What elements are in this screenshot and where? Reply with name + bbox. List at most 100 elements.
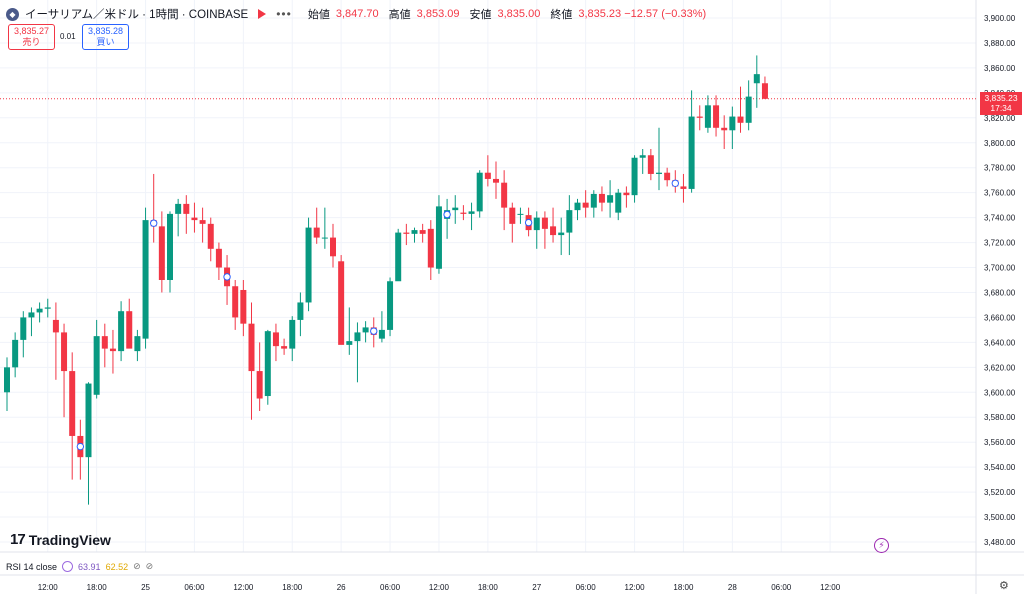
candle-body [656, 172, 662, 174]
chart-event-marker [671, 179, 679, 188]
y-tick-label: 3,860.00 [984, 64, 1016, 73]
candle-body [574, 202, 581, 211]
candle-body [680, 186, 687, 189]
low-value: 3,835.00 [497, 8, 541, 20]
y-tick-label: 3,700.00 [984, 264, 1016, 273]
x-tick-label: 18:00 [87, 583, 108, 592]
buy-button[interactable]: 3,835.28 買い [82, 24, 129, 50]
candle-body [550, 226, 557, 236]
flag-icon[interactable] [258, 9, 267, 19]
y-tick-label: 3,900.00 [984, 14, 1016, 23]
candle-body [713, 105, 720, 128]
gear-icon[interactable]: ⚙ [999, 580, 1009, 592]
candle-body [207, 223, 214, 249]
candle-body [61, 332, 68, 372]
candle-body [395, 232, 402, 282]
candle-body [476, 172, 483, 212]
candle-body [167, 213, 173, 280]
candle-body [109, 348, 116, 352]
y-tick-label: 3,600.00 [984, 388, 1016, 397]
candle-body [509, 207, 516, 224]
sell-label: 売り [22, 37, 41, 47]
candle-body [12, 339, 19, 368]
ethereum-icon[interactable]: ◆ [6, 7, 19, 21]
chart-event-marker [370, 327, 378, 335]
x-tick-label: 18:00 [282, 583, 303, 592]
candle-body [240, 289, 247, 324]
y-tick-label: 3,800.00 [984, 139, 1016, 148]
candle-body [753, 74, 760, 84]
candle-body [354, 332, 361, 342]
candle-body [452, 207, 459, 211]
candle-body [460, 212, 467, 214]
rsi-legend: RSI 14 close 63.91 62.52 ⊘ ⊘ [6, 561, 153, 572]
candle-body [142, 220, 149, 339]
x-tick-label: 06:00 [771, 583, 792, 592]
rsi-name[interactable]: RSI 14 close [6, 561, 58, 572]
chart-event-marker [524, 218, 533, 227]
candle-body [533, 217, 540, 231]
x-tick-label: 28 [728, 583, 737, 592]
candle-body [435, 206, 442, 269]
candle-body [158, 226, 165, 280]
candle-body [305, 227, 312, 303]
candle-body [289, 319, 296, 349]
candle-body [623, 192, 630, 196]
symbol-title[interactable]: イーサリアム／米ドル · 1時間 · COINBASE [25, 9, 249, 21]
y-tick-label: 3,640.00 [984, 338, 1016, 347]
candle-body [175, 203, 182, 214]
x-tick-label: 06:00 [380, 583, 401, 592]
current-price-tag: 3,835.23 17:34 [980, 92, 1022, 115]
x-tick-label: 18:00 [673, 583, 694, 592]
candle-body [44, 307, 51, 309]
y-tick-label: 3,480.00 [984, 538, 1016, 547]
x-tick-label: 12:00 [429, 583, 450, 592]
candle-body [411, 230, 418, 234]
y-tick-label: 3,820.00 [984, 114, 1016, 123]
open-value: 3,847.70 [335, 8, 379, 20]
candle-body [598, 193, 605, 203]
candle-body [639, 155, 646, 158]
candle-body [696, 116, 703, 118]
candle-body [501, 182, 508, 208]
x-tick-label: 12:00 [625, 583, 646, 592]
candle-body [541, 217, 548, 229]
candle-body [272, 332, 279, 347]
candle-body [362, 327, 369, 333]
high-value: 3,853.09 [416, 8, 460, 20]
tradingview-logo-text: TradingView [28, 531, 111, 548]
candle-body [761, 83, 768, 99]
candle-body [615, 192, 622, 213]
sell-button[interactable]: 3,835.27 売り [8, 24, 55, 50]
candle-body [4, 367, 10, 393]
candle-body [590, 193, 597, 208]
y-tick-label: 3,580.00 [984, 413, 1016, 422]
more-options-icon[interactable]: ••• [276, 7, 292, 21]
remove-icon[interactable]: ⊘ [145, 561, 154, 571]
lightning-icon[interactable]: ⚡ [874, 538, 889, 553]
candle-body [191, 217, 198, 221]
y-tick-label: 3,500.00 [984, 513, 1016, 522]
hide-icon[interactable]: ⊘ [133, 561, 141, 571]
candle-body [101, 336, 108, 349]
candle-body [493, 178, 499, 183]
y-tick-label: 3,540.00 [984, 463, 1016, 472]
candle-body [338, 261, 345, 345]
bar-countdown: 17:34 [990, 103, 1012, 113]
buy-price: 3,835.28 [87, 26, 124, 36]
candle-body [387, 281, 394, 330]
candle-body [688, 116, 695, 189]
candle-body [126, 311, 133, 349]
candle-body [134, 336, 141, 352]
rsi-settings-icon[interactable] [62, 561, 74, 572]
candle-body [346, 341, 353, 345]
candle-body [566, 210, 573, 233]
x-tick-label: 12:00 [233, 583, 254, 592]
chart-event-marker [150, 219, 158, 227]
tradingview-logo[interactable]: 17 TradingView [10, 531, 111, 548]
y-tick-label: 3,680.00 [984, 288, 1016, 297]
x-tick-label: 27 [532, 583, 541, 592]
candle-body [330, 237, 336, 257]
candle-body [704, 105, 711, 128]
